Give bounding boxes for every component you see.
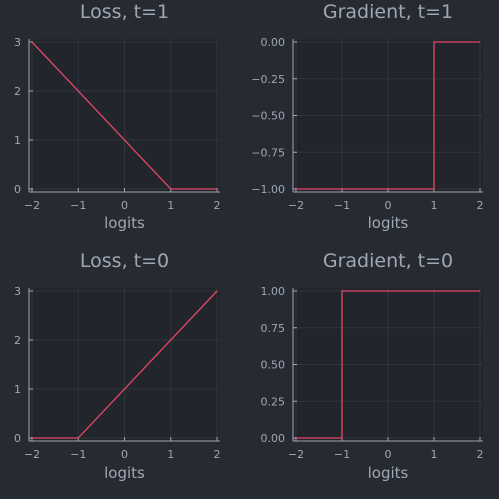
y-tick-label: 0.00 — [261, 36, 286, 49]
x-tick-label: 0 — [121, 199, 128, 212]
x-tick-label: −1 — [334, 448, 350, 461]
x-tick-label: 2 — [214, 199, 221, 212]
x-tick-label: 1 — [167, 199, 174, 212]
y-tick-label: 1 — [14, 383, 21, 396]
chart-panel-4: −2 −1 0 1 2 0.00 0.25 0.50 0.75 1.00 Gradient, t=0… — [261, 250, 484, 482]
y-tick-label: 0 — [14, 432, 21, 445]
x-tick-label: 1 — [167, 448, 174, 461]
chart-title: Gradient, t=0 — [323, 250, 453, 272]
x-axis-label: logits — [104, 214, 145, 232]
chart-title: Loss, t=1 — [80, 1, 169, 23]
chart-panel-1: −2 −1 0 1 2 0 1 2 3 Loss, t=1 logits — [14, 1, 221, 232]
x-tick-label: −1 — [70, 448, 86, 461]
x-tick-label: −2 — [288, 199, 304, 212]
series-line-1 — [31, 41, 217, 190]
x-axis-label: logits — [368, 214, 409, 232]
x-axis-label: logits — [104, 464, 145, 482]
x-tick-label: 0 — [385, 199, 392, 212]
series-line-1 — [296, 290, 480, 439]
y-tick-label: 3 — [14, 36, 21, 49]
x-tick-label: −2 — [24, 199, 40, 212]
x-tick-label: 1 — [431, 448, 438, 461]
y-tick-label: 0.00 — [261, 432, 286, 445]
x-tick-label: −2 — [288, 448, 304, 461]
y-tick-label: −0.25 — [251, 73, 285, 86]
x-tick-label: 2 — [477, 199, 484, 212]
y-tick-label: 2 — [14, 85, 21, 98]
series-line-1 — [32, 290, 218, 439]
y-tick-label: −0.75 — [251, 146, 285, 159]
y-tick-label: −0.50 — [251, 110, 285, 123]
chart-panel-2: −2 −1 0 1 2 −1.00 −0.75 −0.50 −0.25 0.00 Gradient,… — [251, 1, 483, 232]
x-axis-label: logits — [368, 464, 409, 482]
chart-title: Gradient, t=1 — [323, 1, 453, 23]
y-tick-label: −1.00 — [251, 183, 285, 196]
x-tick-label: 2 — [214, 448, 221, 461]
series-line-1 — [296, 41, 480, 190]
y-tick-label: 1 — [14, 134, 21, 147]
y-tick-label: 1.00 — [261, 285, 286, 298]
x-tick-label: 0 — [385, 448, 392, 461]
y-tick-label: 0.75 — [261, 322, 286, 335]
x-tick-label: 2 — [477, 448, 484, 461]
chart-title: Loss, t=0 — [80, 250, 169, 272]
x-tick-label: 0 — [121, 448, 128, 461]
x-tick-label: −1 — [70, 199, 86, 212]
y-tick-label: 3 — [14, 285, 21, 298]
y-tick-label: 2 — [14, 334, 21, 347]
y-tick-label: 0 — [14, 183, 21, 196]
chart-panel-3: −2 −1 0 1 2 0 1 2 3 Loss, t=0 logits — [14, 250, 221, 482]
y-tick-label: 0.50 — [261, 359, 286, 372]
x-tick-label: −1 — [334, 199, 350, 212]
x-tick-label: 1 — [431, 199, 438, 212]
y-tick-label: 0.25 — [261, 395, 286, 408]
x-tick-label: −2 — [24, 448, 40, 461]
